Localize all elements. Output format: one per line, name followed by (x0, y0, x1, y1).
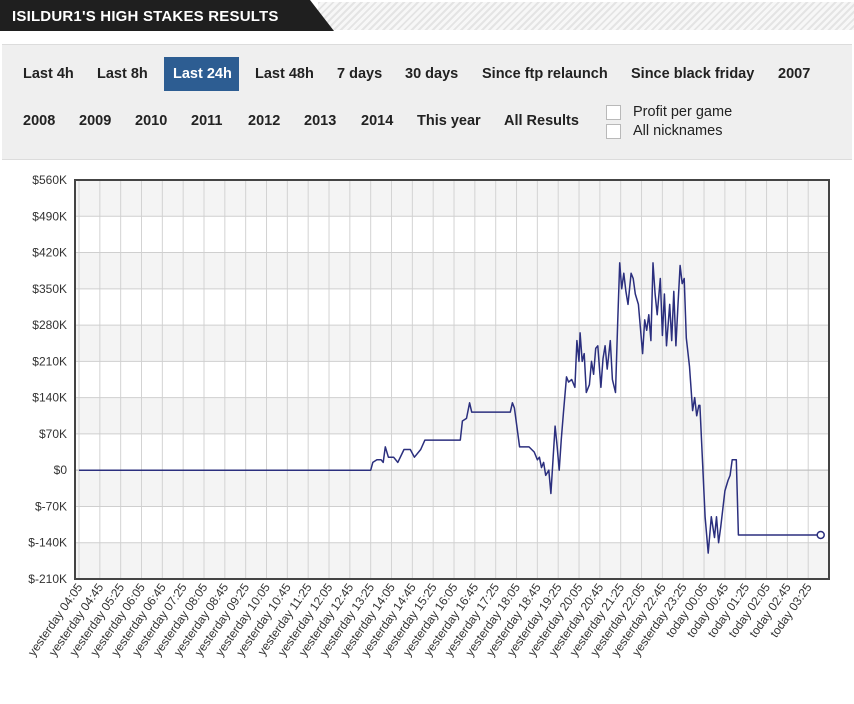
series-end-marker (816, 530, 825, 540)
all-nicknames-label: All nicknames (633, 123, 723, 139)
filter-last-8h[interactable]: Last 8h (97, 66, 148, 82)
filter-2007[interactable]: 2007 (778, 66, 811, 82)
filter-last-24h[interactable]: Last 24h (164, 57, 239, 91)
title-banner: ISILDUR1'S HIGH STAKES RESULTS (0, 0, 334, 31)
filter-since-ftp-relaunch[interactable]: Since ftp relaunch (482, 66, 608, 82)
y-tick-label: $280K (32, 318, 67, 332)
plot-band (75, 216, 829, 253)
plot-band (75, 361, 829, 398)
y-tick-label: $350K (32, 282, 67, 296)
filter-2009[interactable]: 2009 (79, 113, 112, 129)
profit-per-game-checkbox[interactable] (606, 104, 621, 120)
y-tick-label: $70K (39, 427, 67, 441)
all-nicknames-checkbox[interactable] (606, 123, 621, 139)
filter-panel: Last 4h Last 8h Last 24h Last 48h 7 days… (2, 44, 852, 160)
plot-band (75, 325, 829, 362)
page-title: ISILDUR1'S HIGH STAKES RESULTS (12, 8, 279, 25)
filter-7-days[interactable]: 7 days (337, 66, 383, 82)
filter-all-results[interactable]: All Results (504, 113, 579, 129)
results-chart: $560K $490K $420K $350K $280K $210K $140K $70K $… (25, 173, 830, 659)
y-tick-label: $560K (32, 173, 67, 187)
filter-2014[interactable]: 2014 (361, 113, 394, 129)
y-tick-label: $-140K (28, 536, 67, 550)
filter-2008[interactable]: 2008 (23, 113, 56, 129)
y-tick-label: $210K (32, 354, 67, 368)
filter-since-black-friday[interactable]: Since black friday (631, 66, 755, 82)
plot-band (75, 288, 829, 326)
option-profit-per-game[interactable]: Profit per game (606, 104, 732, 120)
filter-30-days[interactable]: 30 days (405, 66, 459, 82)
filter-last-48h[interactable]: Last 48h (255, 66, 314, 82)
filter-2013[interactable]: 2013 (304, 113, 337, 129)
y-tick-label: $490K (32, 209, 67, 223)
plot-band (75, 506, 829, 543)
header-bar: ISILDUR1'S HIGH STAKES RESULTS (0, 0, 854, 34)
series-line (79, 262, 821, 554)
filter-2011[interactable]: 2011 (191, 113, 223, 129)
option-all-nicknames[interactable]: All nicknames (606, 123, 722, 139)
y-tick-label: $0 (54, 463, 68, 477)
results-chart-area: $560K $490K $420K $350K $280K $210K $140K $70K $… (2, 160, 852, 704)
filter-2012[interactable]: 2012 (248, 113, 281, 129)
filter-this-year[interactable]: This year (417, 113, 481, 129)
y-tick-label: $420K (32, 246, 67, 260)
filter-2010[interactable]: 2010 (135, 113, 168, 129)
plot-band (75, 252, 829, 289)
filter-last-4h[interactable]: Last 4h (23, 66, 74, 82)
y-tick-label: $-210K (28, 572, 67, 586)
y-tick-label: $140K (32, 391, 67, 405)
plot-band (75, 542, 829, 579)
profit-per-game-label: Profit per game (633, 104, 733, 120)
header-stripes (318, 2, 854, 30)
plot-band (75, 470, 829, 507)
plot-band (75, 397, 829, 434)
plot-border (74, 179, 830, 580)
plot-band (75, 180, 829, 217)
y-tick-label: $-70K (35, 499, 67, 513)
